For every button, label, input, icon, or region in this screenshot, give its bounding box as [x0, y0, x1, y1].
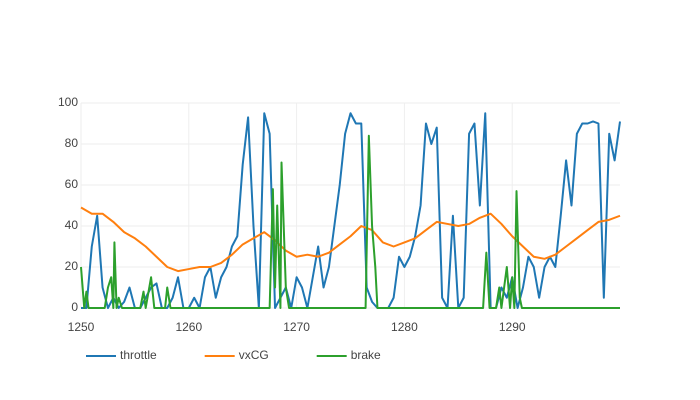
legend-label: vxCG	[239, 348, 269, 362]
legend-label: brake	[351, 348, 381, 362]
series-line	[80, 134, 620, 309]
y-tick-label: 80	[65, 136, 79, 150]
legend-label: throttle	[120, 348, 157, 362]
x-tick-label: 1260	[175, 320, 202, 334]
series-line	[80, 206, 621, 273]
x-tick-label: 1290	[499, 320, 526, 334]
series-line	[81, 112, 621, 309]
x-tick-label: 1250	[68, 320, 95, 334]
y-tick-label: 60	[65, 177, 79, 191]
x-tick-label: 1270	[283, 320, 310, 334]
y-tick-label: 40	[65, 218, 79, 232]
y-tick-label: 0	[71, 300, 78, 314]
x-tick-label: 1280	[391, 320, 418, 334]
y-tick-label: 100	[58, 95, 78, 109]
y-tick-label: 20	[65, 259, 79, 273]
